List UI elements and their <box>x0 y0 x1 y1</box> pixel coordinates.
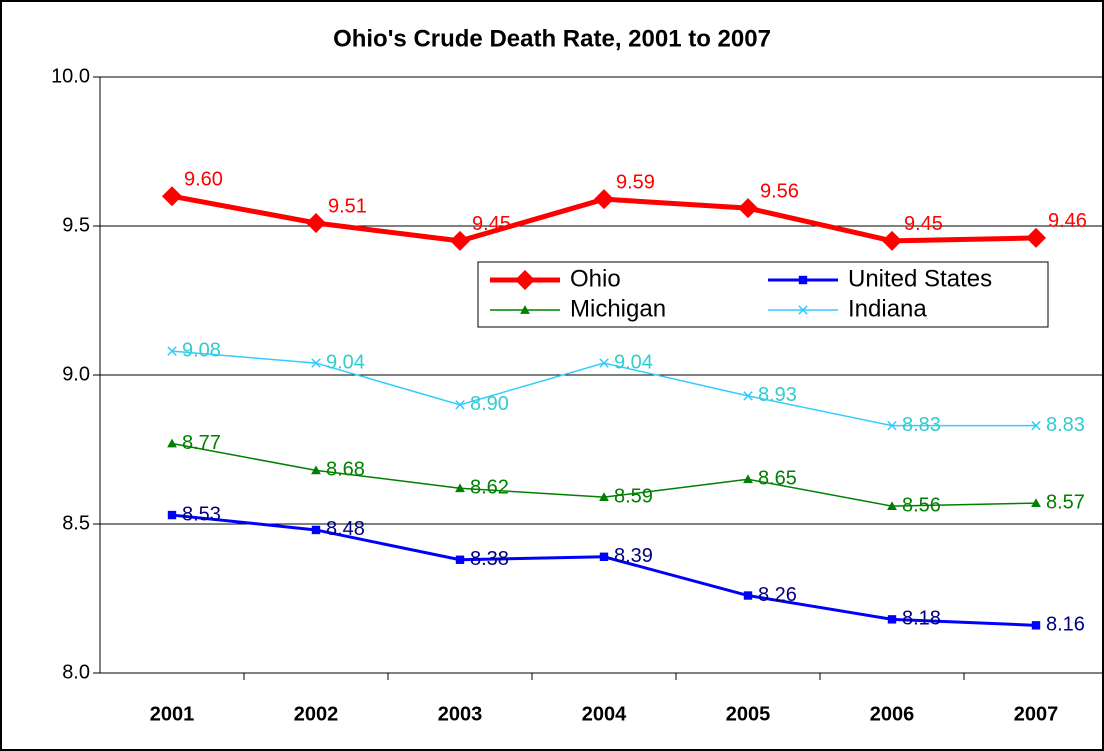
marker <box>450 230 470 251</box>
marker <box>167 510 177 520</box>
marker <box>599 358 609 368</box>
marker <box>455 483 465 493</box>
data-label: 8.39 <box>614 545 653 567</box>
y-tick-label: 8.5 <box>62 512 90 534</box>
data-label: 9.56 <box>760 180 799 202</box>
data-label: 9.08 <box>182 339 221 361</box>
data-label: 8.93 <box>758 384 797 406</box>
marker <box>1031 621 1041 630</box>
marker <box>1031 420 1041 431</box>
marker <box>798 275 808 285</box>
marker <box>167 346 177 356</box>
marker <box>743 591 753 600</box>
data-label: 9.51 <box>328 195 367 217</box>
marker <box>306 213 326 234</box>
marker <box>167 438 177 448</box>
data-label: 8.77 <box>182 432 221 454</box>
y-tick-label: 8.0 <box>62 661 90 683</box>
marker <box>1031 498 1041 507</box>
marker <box>738 198 758 219</box>
data-label: 9.45 <box>904 213 943 235</box>
data-label: 9.04 <box>326 351 365 373</box>
marker <box>594 189 614 210</box>
data-label: 8.90 <box>470 393 509 415</box>
x-tick-label: 2004 <box>582 703 627 725</box>
data-label: 8.65 <box>758 468 797 490</box>
marker <box>455 400 465 410</box>
marker <box>798 305 808 315</box>
marker <box>515 270 535 290</box>
marker <box>311 358 321 368</box>
marker <box>455 555 465 564</box>
marker <box>599 492 609 502</box>
data-label: 9.46 <box>1048 210 1087 232</box>
data-label: 8.16 <box>1046 614 1085 636</box>
legend-entries: Ohio United States Michigan Indiana <box>490 265 992 322</box>
marker <box>162 186 182 207</box>
y-tick-label: 9.0 <box>62 363 90 385</box>
legend-label: Indiana <box>848 295 927 322</box>
marker <box>743 474 753 484</box>
data-label: 8.83 <box>902 414 941 436</box>
data-label: 8.26 <box>758 584 797 606</box>
marker <box>887 501 897 510</box>
marker <box>882 230 902 251</box>
legend-label: Ohio <box>570 265 621 292</box>
data-label: 8.83 <box>1046 414 1085 436</box>
marker <box>599 552 609 561</box>
marker <box>311 525 321 535</box>
data-label: 8.68 <box>326 459 365 481</box>
marker <box>743 391 753 401</box>
legend-label: Michigan <box>570 295 666 322</box>
data-label: 8.56 <box>902 494 941 516</box>
data-label: 8.53 <box>182 503 221 525</box>
data-label: 8.59 <box>614 485 653 507</box>
data-label: 9.59 <box>616 171 655 193</box>
x-tick-label: 2006 <box>870 703 915 725</box>
data-label: 8.57 <box>1046 491 1085 513</box>
x-tick-label: 2002 <box>294 703 339 725</box>
chart-title: Ohio's Crude Death Rate, 2001 to 2007 <box>333 25 771 52</box>
x-tick-label: 2005 <box>726 703 771 725</box>
legend-label: United States <box>848 265 992 292</box>
x-tick-label: 2001 <box>150 703 195 725</box>
data-label: 9.04 <box>614 351 653 373</box>
x-tick-label: 2007 <box>1014 703 1059 725</box>
data-label: 9.45 <box>472 213 511 235</box>
data-label: 8.18 <box>902 608 941 630</box>
legend <box>477 261 1049 328</box>
marker <box>887 420 897 431</box>
grid: 8.0 8.5 9.0 9.5 10.0 2001 2002 2003 2004 2005 2006… <box>51 65 1104 725</box>
marks: 9.60 9.51 9.45 9.59 9.56 9.45 9.46 8.53 8.48 8.38… <box>162 168 1087 636</box>
marker <box>520 305 530 314</box>
x-tick-label: 2003 <box>438 703 483 725</box>
data-label: 8.48 <box>326 518 365 540</box>
marker <box>1026 227 1046 248</box>
data-label: 8.62 <box>470 477 509 499</box>
y-tick-label: 10.0 <box>51 65 90 87</box>
marker <box>311 465 321 475</box>
data-label: 9.60 <box>184 168 223 190</box>
data-label: 8.38 <box>470 548 509 570</box>
y-tick-label: 9.5 <box>62 214 90 236</box>
marker <box>887 615 897 624</box>
